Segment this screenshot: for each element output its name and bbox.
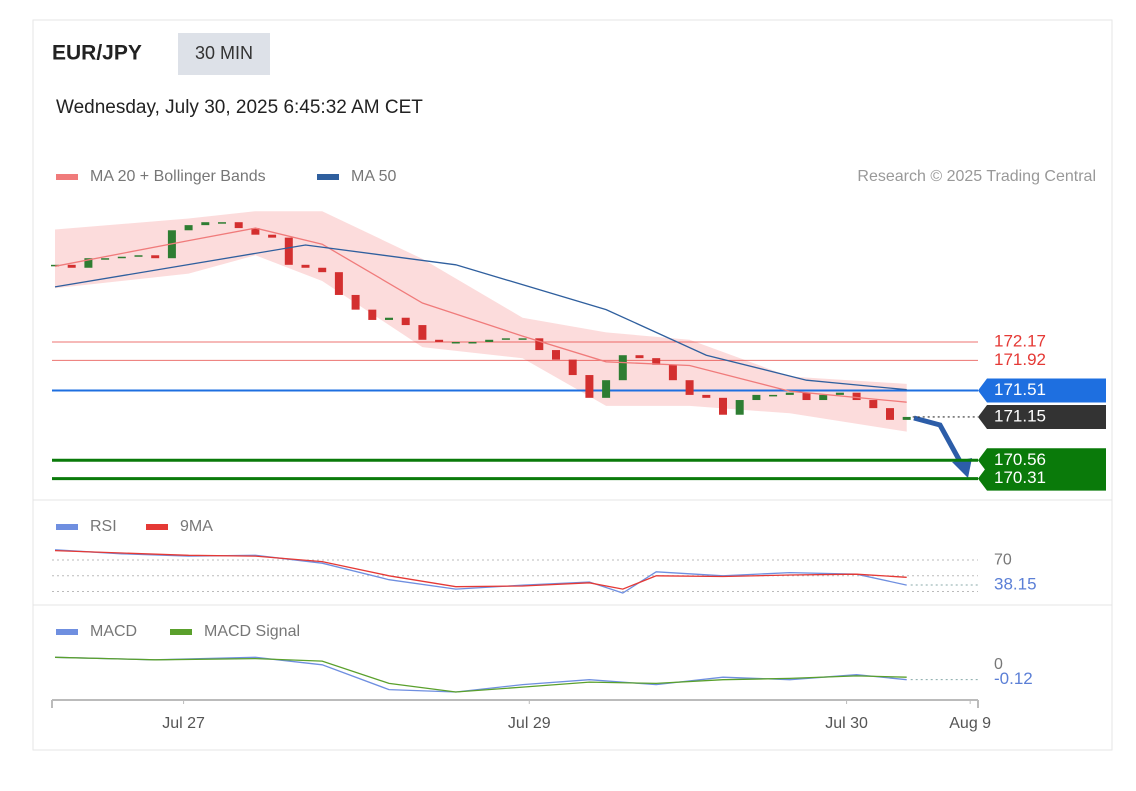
forecast-arrow-head bbox=[952, 458, 972, 478]
ma-line bbox=[54, 244, 907, 391]
candle bbox=[134, 255, 143, 257]
candle bbox=[268, 234, 277, 238]
level-label: 171.15 bbox=[994, 406, 1046, 425]
candle bbox=[234, 222, 243, 229]
candle bbox=[752, 394, 761, 401]
candle bbox=[585, 375, 594, 398]
candle bbox=[618, 355, 627, 381]
ma-line bbox=[54, 227, 907, 403]
candle bbox=[351, 294, 360, 310]
symbol: EUR/JPY bbox=[52, 42, 142, 65]
legend-label: 9MA bbox=[180, 518, 213, 535]
level-label-box bbox=[978, 466, 1106, 491]
y-tick-label: 0 bbox=[994, 656, 1003, 673]
legend-swatch bbox=[170, 629, 192, 635]
interval-box[interactable] bbox=[178, 33, 270, 75]
candle bbox=[468, 341, 477, 344]
candle bbox=[886, 408, 894, 420]
candle bbox=[284, 237, 293, 265]
candle bbox=[251, 228, 260, 235]
candle bbox=[719, 397, 727, 415]
level-label: 172.17 bbox=[994, 331, 1046, 350]
legend-swatch bbox=[56, 524, 78, 530]
candle bbox=[318, 267, 327, 273]
candle bbox=[218, 222, 226, 224]
candle bbox=[602, 380, 611, 398]
candle bbox=[635, 355, 644, 359]
candle bbox=[84, 258, 93, 268]
legend-swatch bbox=[317, 174, 339, 180]
x-tick-label: Aug 9 bbox=[949, 715, 991, 732]
last-value-label: 38.15 bbox=[994, 575, 1037, 594]
x-tick-label: Jul 29 bbox=[508, 715, 551, 732]
timestamp: Wednesday, July 30, 2025 6:45:32 AM CET bbox=[56, 97, 423, 118]
candle bbox=[852, 392, 861, 401]
legend-label: MA 20 + Bollinger Bands bbox=[90, 168, 266, 185]
level-label: 170.56 bbox=[994, 450, 1046, 469]
candle bbox=[67, 264, 76, 268]
candle bbox=[535, 338, 544, 351]
x-tick-label: Jul 27 bbox=[162, 715, 205, 732]
candle bbox=[451, 341, 460, 344]
legend-swatch bbox=[56, 174, 78, 180]
forecast-arrow bbox=[913, 415, 965, 467]
level-label-box bbox=[978, 448, 1106, 473]
candle bbox=[485, 339, 494, 342]
candle bbox=[568, 359, 577, 376]
candle bbox=[435, 339, 444, 342]
candle bbox=[101, 258, 110, 260]
legend-label: RSI bbox=[90, 518, 117, 535]
candle bbox=[769, 394, 778, 397]
indicator-line bbox=[54, 656, 907, 693]
legend-label: MACD bbox=[90, 623, 137, 640]
candle bbox=[819, 394, 828, 401]
candle bbox=[334, 272, 343, 295]
legend-swatch bbox=[146, 524, 168, 530]
candle bbox=[151, 255, 160, 259]
candle bbox=[385, 317, 393, 320]
candle bbox=[368, 309, 377, 320]
candle bbox=[702, 394, 711, 398]
level-label: 171.51 bbox=[994, 380, 1046, 399]
candle bbox=[301, 264, 310, 268]
candle bbox=[501, 338, 510, 340]
candle bbox=[802, 392, 811, 401]
level-label-box bbox=[978, 378, 1106, 403]
candle bbox=[201, 222, 210, 226]
candle bbox=[785, 392, 794, 395]
x-tick-label: Jul 30 bbox=[825, 715, 868, 732]
indicator-line bbox=[54, 549, 907, 590]
candle bbox=[735, 400, 744, 415]
bollinger-band bbox=[55, 211, 907, 432]
candle bbox=[668, 364, 677, 381]
candle bbox=[552, 350, 560, 360]
candle bbox=[518, 338, 527, 340]
last-value-label: -0.12 bbox=[994, 669, 1033, 688]
candle bbox=[401, 317, 410, 326]
candle bbox=[835, 392, 844, 395]
candle bbox=[869, 400, 878, 409]
candle bbox=[685, 380, 694, 395]
candle bbox=[418, 325, 427, 340]
credit: Research © 2025 Trading Central bbox=[857, 168, 1096, 185]
candle bbox=[902, 416, 911, 420]
legend-label: MA 50 bbox=[351, 168, 396, 185]
candle bbox=[51, 264, 59, 267]
indicator-line bbox=[54, 656, 907, 693]
level-label: 171.92 bbox=[994, 350, 1046, 369]
level-label-box bbox=[978, 404, 1106, 429]
legend-swatch bbox=[56, 629, 78, 635]
level-label: 170.31 bbox=[994, 468, 1046, 487]
candle bbox=[184, 225, 193, 231]
interval[interactable]: 30 MIN bbox=[195, 43, 253, 63]
candle bbox=[117, 256, 126, 259]
legend-label: MACD Signal bbox=[204, 623, 300, 640]
y-tick-label: 70 bbox=[994, 551, 1012, 568]
candle bbox=[652, 358, 661, 365]
